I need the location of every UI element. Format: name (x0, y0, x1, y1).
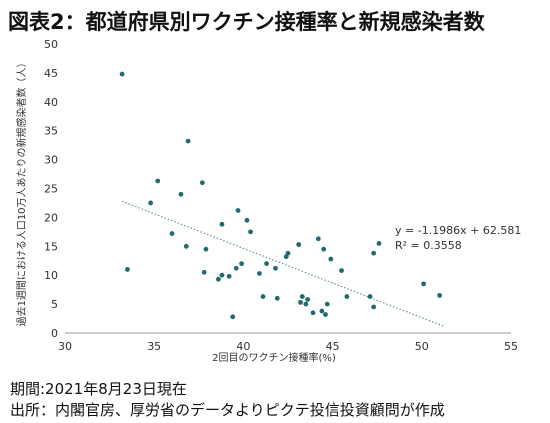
data-point (298, 299, 303, 305)
data-points (119, 71, 443, 320)
data-point (235, 208, 241, 213)
x-axis-label: 2回目のワクチン接種率(%) (212, 351, 336, 364)
y-tick-label: 0 (51, 327, 58, 340)
data-point (219, 221, 225, 227)
data-point (169, 231, 175, 236)
trendline (121, 200, 444, 327)
trendline-equation: y = -1.1986x + 62.581 (395, 224, 521, 237)
y-tick-label: 20 (44, 211, 58, 224)
x-tick-label: 30 (58, 340, 72, 353)
data-point (321, 246, 327, 252)
data-point (248, 229, 253, 235)
data-point (201, 269, 207, 275)
y-tick-label: 15 (44, 240, 58, 253)
data-point (216, 276, 221, 282)
y-tick-labels: 0 5 10 15 20 25 30 35 40 45 50 (44, 38, 58, 340)
x-tick-label: 55 (504, 340, 518, 353)
data-point (244, 217, 250, 223)
x-tick-label: 50 (415, 340, 429, 353)
data-point (264, 261, 269, 267)
data-point (323, 312, 328, 317)
x-tick-label: 45 (326, 340, 340, 353)
data-point (230, 314, 236, 320)
y-tick-label: 45 (44, 67, 58, 80)
data-point (376, 241, 382, 246)
data-point (119, 71, 125, 77)
data-point (437, 293, 443, 298)
y-tick-label: 10 (44, 269, 58, 282)
y-axis-label: 過去1週間における人口10万人あたりの新規感染者数（人） (15, 57, 28, 326)
data-point (148, 200, 154, 206)
data-point (219, 272, 225, 278)
data-point (421, 281, 426, 287)
y-tick-label: 30 (44, 154, 58, 167)
y-tick-label: 35 (44, 125, 58, 138)
data-point (324, 301, 330, 307)
x-tick-labels: 30 35 40 45 50 55 (58, 340, 518, 353)
data-point (273, 265, 278, 271)
data-point (328, 256, 334, 262)
data-point (239, 261, 245, 267)
data-point (319, 308, 325, 314)
footer-source: 出所：内閣官房、厚労省のデータよりピクテ投信投資顧問が作成 (10, 401, 445, 419)
footer-period: 期間:2021年8月23日現在 (10, 380, 187, 398)
data-point (296, 242, 302, 247)
data-point (183, 243, 189, 249)
y-tick-label: 5 (51, 298, 58, 311)
data-point (199, 180, 205, 186)
chart-title: 図表2：都道府県別ワクチン接種率と新規感染者数 (8, 10, 485, 34)
data-point (274, 295, 280, 301)
data-point (371, 304, 377, 310)
data-point (226, 273, 232, 279)
data-point (310, 310, 316, 316)
r-squared-label: R² = 0.3558 (395, 239, 462, 252)
data-point (339, 268, 344, 273)
data-point (299, 294, 305, 299)
y-tick-label: 50 (44, 38, 58, 51)
x-tick-label: 35 (147, 340, 161, 353)
data-point (185, 138, 191, 144)
data-point (257, 271, 262, 276)
data-point (367, 294, 373, 299)
y-tick-label: 40 (44, 96, 58, 109)
data-point (233, 265, 239, 271)
data-point (305, 297, 311, 302)
data-point (155, 178, 161, 184)
data-point (178, 191, 184, 197)
data-point (285, 250, 291, 256)
data-point (371, 250, 377, 256)
data-point (125, 267, 130, 272)
data-point (315, 236, 321, 242)
data-point (203, 246, 209, 252)
x-tick-label: 40 (236, 340, 250, 353)
y-tick-label: 25 (44, 183, 58, 196)
data-point (260, 294, 266, 299)
data-point (344, 294, 350, 299)
data-point (303, 301, 309, 307)
